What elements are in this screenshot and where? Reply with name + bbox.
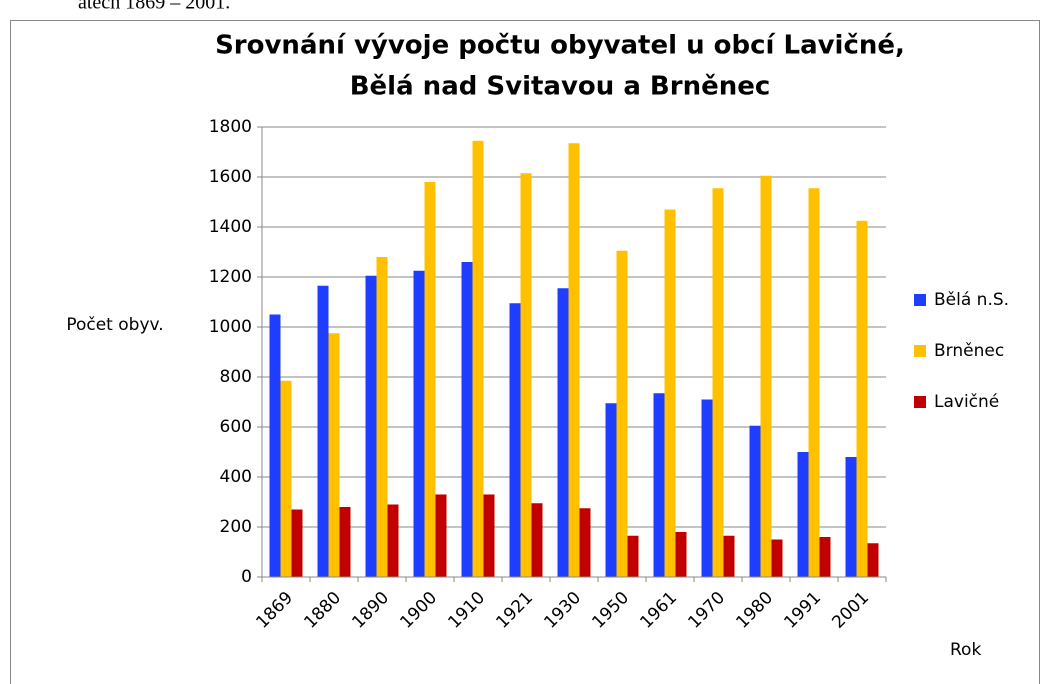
x-axis-label: Rok xyxy=(950,640,981,660)
legend-label: Lavičné xyxy=(934,392,999,412)
bar xyxy=(664,209,676,577)
chart-title: Bělá nad Svitavou a Brněnec xyxy=(350,72,771,102)
bar xyxy=(291,509,303,577)
bar xyxy=(579,508,591,577)
bar xyxy=(365,275,377,577)
y-tick-label: 200 xyxy=(220,517,252,537)
bar xyxy=(317,285,329,577)
y-tick-label: 600 xyxy=(220,417,252,437)
bar xyxy=(435,494,447,577)
bar xyxy=(483,494,495,577)
bar xyxy=(845,457,857,577)
legend-swatch xyxy=(914,345,926,357)
bar xyxy=(531,503,543,577)
bar xyxy=(568,143,580,577)
bar xyxy=(339,507,351,577)
bar xyxy=(605,403,617,577)
bar xyxy=(797,452,809,577)
bar xyxy=(269,314,281,577)
chart-title: Srovnání vývoje počtu obyvatel u obcí La… xyxy=(215,31,905,61)
bar xyxy=(856,220,868,577)
y-tick-label: 800 xyxy=(220,367,252,387)
y-tick-label: 1600 xyxy=(209,167,252,187)
bar xyxy=(328,333,340,577)
y-tick-label: 1800 xyxy=(209,117,252,137)
y-tick-label: 400 xyxy=(220,467,252,487)
bar xyxy=(867,543,879,577)
legend-label: Brněnec xyxy=(934,341,1004,361)
y-tick-label: 1000 xyxy=(209,317,252,337)
bar xyxy=(712,188,724,577)
bar xyxy=(557,288,569,577)
bar xyxy=(413,270,425,577)
bar xyxy=(424,182,436,577)
bar xyxy=(760,175,772,577)
bar xyxy=(280,380,292,577)
bar xyxy=(808,188,820,577)
bar xyxy=(723,535,735,577)
bar xyxy=(509,303,521,577)
legend-swatch xyxy=(914,396,926,408)
bar xyxy=(616,250,628,577)
bar xyxy=(387,504,399,577)
y-tick-label: 0 xyxy=(241,567,252,587)
legend-label: Bělá n.S. xyxy=(934,290,1009,310)
bar xyxy=(376,257,388,577)
bar xyxy=(653,393,665,577)
bar xyxy=(472,140,484,577)
bar xyxy=(701,399,713,577)
y-axis-label: Počet obyv. xyxy=(66,315,163,335)
bar xyxy=(461,262,473,577)
caption: atech 1869 – 2001. xyxy=(78,0,230,14)
bar xyxy=(627,535,639,577)
legend-swatch xyxy=(914,294,926,306)
bar xyxy=(819,537,831,577)
bar xyxy=(749,425,761,577)
y-tick-label: 1200 xyxy=(209,267,252,287)
y-tick-label: 1400 xyxy=(209,217,252,237)
bar xyxy=(771,539,783,577)
bar xyxy=(520,173,532,577)
bar xyxy=(675,532,687,577)
